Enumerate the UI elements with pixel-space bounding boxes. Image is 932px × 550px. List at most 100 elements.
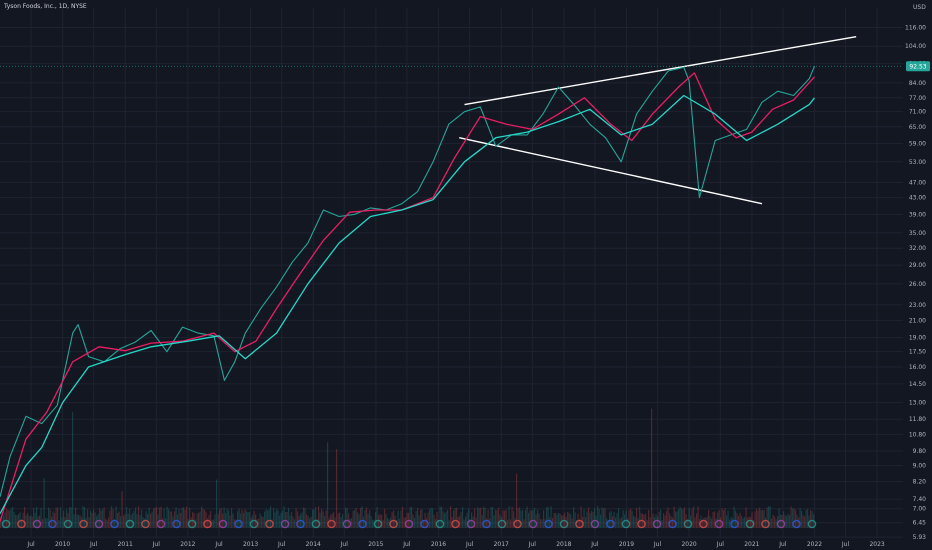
volume-bar xyxy=(220,507,222,528)
volume-bar xyxy=(112,509,114,528)
volume-bar xyxy=(765,517,767,528)
volume-bar xyxy=(516,473,518,528)
price-tick-label: 53.00 xyxy=(909,159,926,166)
volume-bar xyxy=(129,508,131,528)
volume-bar xyxy=(591,511,593,528)
volume-bar xyxy=(70,507,72,528)
volume-bar xyxy=(309,518,311,528)
volume-bar xyxy=(750,516,752,528)
volume-bar xyxy=(124,514,126,528)
time-axis: Jul 2010 Jul 2011 Jul 2012 Jul 2013 Jul 2014 Jul 20… xyxy=(26,541,884,548)
volume-bar xyxy=(480,507,482,528)
volume-bar xyxy=(114,519,116,528)
volume-bar xyxy=(657,516,659,528)
volume-bar xyxy=(360,508,362,528)
volume-bar xyxy=(82,506,84,528)
volume-bar xyxy=(217,514,219,528)
volume-bar xyxy=(598,508,600,528)
volume-bar xyxy=(393,510,395,528)
volume-bar xyxy=(409,507,411,528)
volume-bar xyxy=(483,506,485,528)
volume-bar xyxy=(676,511,678,528)
event-marker xyxy=(125,519,135,529)
volume-bar xyxy=(549,517,551,528)
event-marker xyxy=(234,519,243,529)
volume-bar xyxy=(514,517,516,528)
volume-bar xyxy=(283,506,285,528)
volume-bar xyxy=(669,513,671,528)
volume-bar xyxy=(628,510,630,528)
volume-bar xyxy=(774,516,776,528)
volume-bar xyxy=(372,519,374,528)
price-tick-label: 16.00 xyxy=(909,364,926,371)
volume-bar xyxy=(303,507,305,528)
time-tick-label: 2018 xyxy=(556,541,571,548)
volume-bar xyxy=(304,508,306,528)
volume-bar xyxy=(498,507,500,528)
volume-bar xyxy=(603,508,605,528)
volume-bar xyxy=(600,514,602,528)
price-tick-label: 6.45 xyxy=(913,520,927,527)
volume-bar xyxy=(313,509,315,528)
volume-bar xyxy=(712,512,714,528)
volume-bar xyxy=(298,515,300,528)
volume-bar xyxy=(546,507,548,528)
volume-bar xyxy=(450,506,452,528)
volume-bar xyxy=(118,511,120,528)
price-tick-label: 5.93 xyxy=(913,534,927,541)
volume-bar xyxy=(508,506,510,528)
volume-bar xyxy=(633,515,635,528)
volume-bar xyxy=(586,511,588,528)
volume-bar xyxy=(325,510,327,528)
volume-bar xyxy=(435,518,437,528)
price-tick-label: 17.50 xyxy=(909,349,926,356)
volume-bar xyxy=(780,514,782,528)
volume-bar xyxy=(174,511,176,528)
volume-bar xyxy=(51,516,53,528)
volume-bar xyxy=(145,511,147,528)
volume-bar xyxy=(783,511,785,528)
volume-bar xyxy=(454,508,456,528)
volume-bar xyxy=(684,507,686,528)
volume-bar xyxy=(199,511,201,528)
price-tick-label: 84.00 xyxy=(909,80,926,87)
volume-bar xyxy=(198,512,200,528)
volume-bar xyxy=(439,506,441,528)
time-tick-label: Jul xyxy=(590,541,599,548)
volume-bar xyxy=(28,516,30,528)
event-marker xyxy=(110,519,119,529)
volume-bar xyxy=(417,508,419,528)
trendlines xyxy=(459,35,857,205)
volume-bar xyxy=(387,518,389,528)
event-marker xyxy=(497,519,507,529)
volume-bar xyxy=(202,508,204,528)
time-tick-label: Jul xyxy=(528,541,537,548)
volume-bar xyxy=(183,507,185,528)
volume-bar xyxy=(724,508,726,528)
volume-bar xyxy=(708,509,710,528)
volume-bar xyxy=(735,510,737,528)
volume-bar xyxy=(622,510,624,528)
volume-bar xyxy=(219,509,221,528)
volume-bar xyxy=(634,517,636,528)
volume-bar xyxy=(226,508,228,528)
volume-bar xyxy=(282,510,284,528)
volume-bar xyxy=(511,506,513,528)
event-marker xyxy=(280,519,290,529)
event-marker xyxy=(451,519,460,529)
price-tick-label: 104.00 xyxy=(905,43,926,50)
volume-bar xyxy=(429,509,431,528)
volume-bar xyxy=(94,512,96,528)
volume-bar xyxy=(208,515,210,528)
time-tick-label: 2022 xyxy=(807,541,822,548)
volume-bar xyxy=(412,514,414,528)
volume-bar xyxy=(142,517,144,528)
volume-bar xyxy=(672,517,674,528)
volume-bar xyxy=(9,510,11,528)
volume-bar xyxy=(210,511,212,528)
volume-bar xyxy=(384,508,386,528)
volume-bar xyxy=(618,508,620,528)
volume-bar xyxy=(768,506,770,528)
volume-bar xyxy=(189,507,191,528)
